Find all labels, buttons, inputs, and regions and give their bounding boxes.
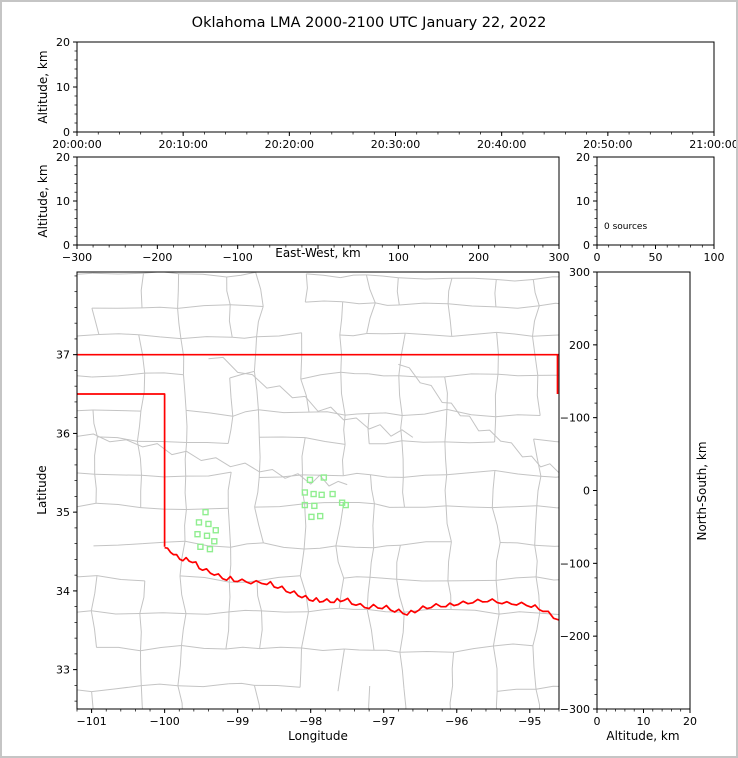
svg-text:300: 300	[549, 251, 570, 264]
svg-text:0: 0	[594, 251, 601, 264]
svg-text:−97: −97	[372, 715, 395, 728]
y-axis-label-time-height-panel: Altitude, km	[36, 50, 50, 124]
svg-text:20:40:00: 20:40:00	[477, 138, 526, 151]
svg-text:0: 0	[583, 239, 590, 252]
svg-text:36: 36	[56, 427, 70, 440]
svg-text:−99: −99	[226, 715, 249, 728]
svg-text:37: 37	[56, 349, 70, 362]
svg-text:20: 20	[56, 151, 70, 164]
svg-text:200: 200	[569, 339, 590, 352]
svg-text:20:20:00: 20:20:00	[265, 138, 314, 151]
svg-text:−100: −100	[560, 412, 590, 425]
svg-text:20:30:00: 20:30:00	[371, 138, 420, 151]
svg-text:−200: −200	[560, 630, 590, 643]
svg-text:−200: −200	[142, 251, 172, 264]
svg-text:−96: −96	[445, 715, 468, 728]
svg-text:−100: −100	[150, 715, 180, 728]
svg-text:20: 20	[56, 36, 70, 49]
y-axis-label-east-west-panel: Altitude, km	[36, 164, 50, 238]
svg-text:0: 0	[63, 239, 70, 252]
svg-text:21:00:00: 21:00:00	[689, 138, 738, 151]
svg-text:10: 10	[576, 195, 590, 208]
panel-source-count: 0 50 100 0 10 20	[576, 151, 725, 264]
svg-text:0: 0	[63, 126, 70, 139]
figure-title: Oklahoma LMA 2000-2100 UTC January 22, 2…	[191, 15, 547, 31]
svg-text:−95: −95	[518, 715, 541, 728]
svg-text:10: 10	[56, 81, 70, 94]
svg-text:−300: −300	[560, 703, 590, 716]
panel-plan-view-map: −101 −100 −99 −98 −97 −96 −95 33 34 35 36 37	[56, 271, 560, 728]
svg-text:100: 100	[704, 251, 725, 264]
panel-time-height: 20:00:00 20:10:00 20:20:00 20:30:00 20:40:00…	[52, 36, 738, 151]
svg-text:20:00:00: 20:00:00	[52, 138, 101, 151]
svg-text:10: 10	[56, 195, 70, 208]
panel-east-west-height: −300 −200 −100 100 200 300 0 10 20	[56, 151, 570, 264]
x-axis-label-map-longitude: Longitude	[288, 729, 348, 743]
svg-text:0: 0	[594, 715, 601, 728]
svg-text:100: 100	[388, 251, 409, 264]
svg-text:−300: −300	[62, 251, 92, 264]
svg-text:300: 300	[569, 266, 590, 279]
y-axis-label-map-latitude: Latitude	[35, 465, 49, 515]
y-axis-label-north-south: North-South, km	[695, 441, 709, 541]
svg-text:20: 20	[683, 715, 697, 728]
svg-text:−100: −100	[223, 251, 253, 264]
x-axis-label-altitude-right: Altitude, km	[606, 729, 680, 743]
svg-text:0: 0	[583, 485, 590, 498]
svg-text:−101: −101	[76, 715, 106, 728]
panel-north-south-height: 0 10 20 −300 −200 −100 0 −100 200 300	[560, 266, 697, 728]
svg-text:20:10:00: 20:10:00	[158, 138, 207, 151]
svg-text:20:50:00: 20:50:00	[583, 138, 632, 151]
svg-text:−98: −98	[299, 715, 322, 728]
svg-text:35: 35	[56, 506, 70, 519]
svg-text:50: 50	[649, 251, 663, 264]
svg-text:34: 34	[56, 585, 70, 598]
svg-text:33: 33	[56, 664, 70, 677]
x-axis-label-east-west-panel: East-West, km	[275, 246, 361, 260]
svg-text:20: 20	[576, 151, 590, 164]
svg-text:200: 200	[468, 251, 489, 264]
svg-text:−100: −100	[560, 557, 590, 570]
svg-text:10: 10	[637, 715, 651, 728]
source-count-annotation: 0 sources	[604, 222, 648, 232]
map-content	[77, 272, 559, 709]
